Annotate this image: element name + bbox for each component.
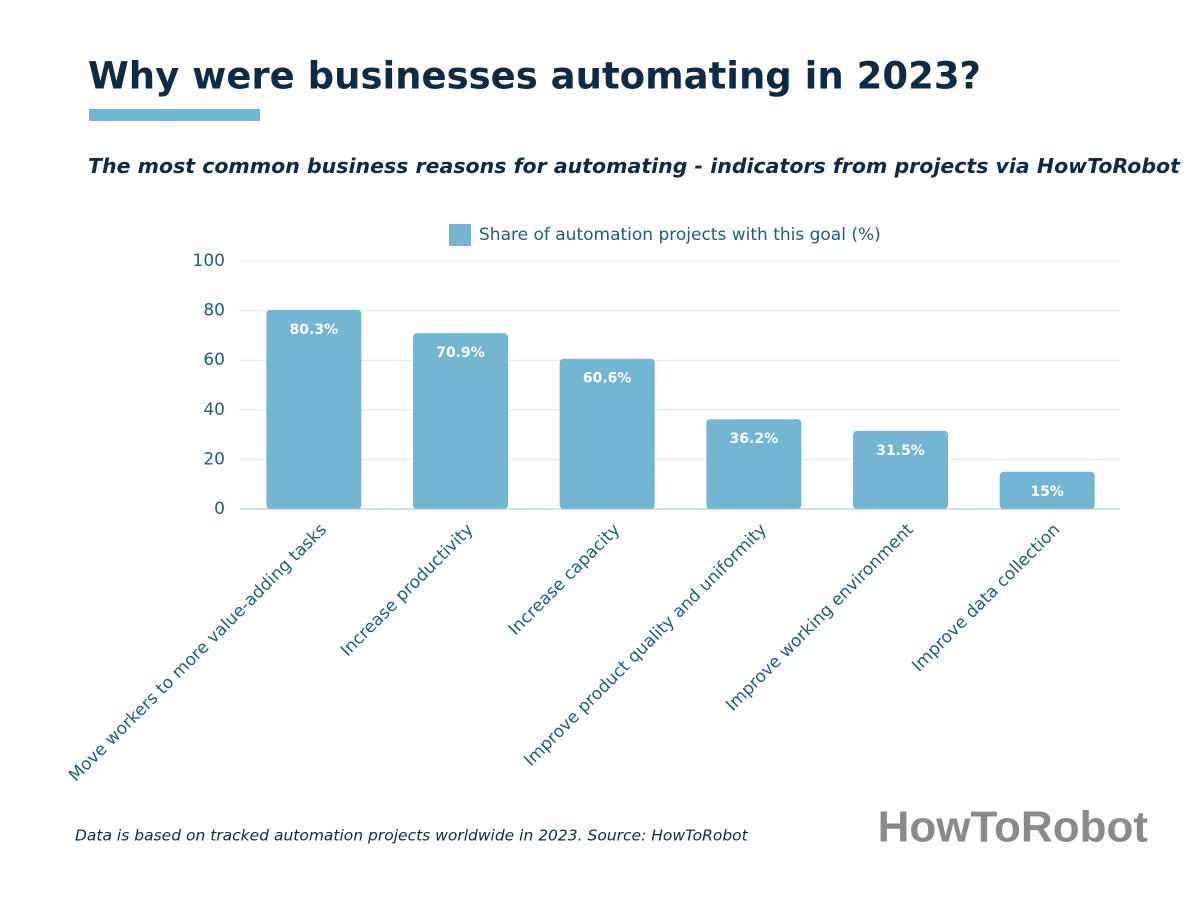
value-label: 31.5% [876, 443, 925, 459]
value-label: 15% [1030, 484, 1064, 500]
value-label: 80.3% [290, 322, 339, 338]
value-label: 70.9% [436, 345, 485, 361]
bar [853, 430, 948, 509]
bar [706, 419, 802, 509]
y-tick-label: 100 [193, 251, 225, 271]
title-underline [89, 109, 260, 121]
logo: HowToRobot [878, 803, 1149, 852]
y-tick-label: 20 [203, 449, 225, 469]
y-tick-label: 0 [214, 499, 225, 519]
value-label: 36.2% [730, 431, 779, 447]
bar [413, 333, 508, 509]
y-tick-label: 80 [203, 301, 225, 321]
legend-swatch [449, 224, 471, 246]
chart-subtitle: The most common business reasons for aut… [88, 154, 1181, 178]
y-tick-label: 40 [203, 400, 225, 420]
bar [266, 309, 362, 509]
value-label: 60.6% [583, 371, 632, 387]
bar [999, 471, 1095, 509]
legend-label: Share of automation projects with this g… [479, 225, 881, 245]
bar [559, 358, 655, 509]
y-tick-label: 60 [203, 350, 225, 370]
footnote: Data is based on tracked automation proj… [75, 827, 749, 845]
chart-title: Why were businesses automating in 2023? [88, 55, 981, 98]
